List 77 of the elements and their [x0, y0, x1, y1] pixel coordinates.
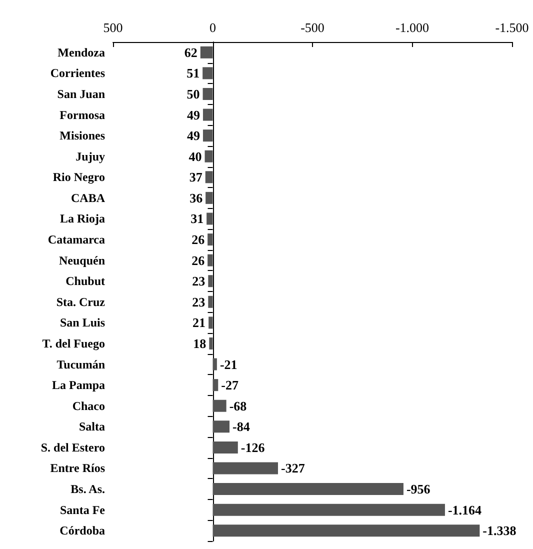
bar	[208, 316, 213, 329]
bar	[212, 400, 226, 412]
y-tick-label: S. del Estero	[40, 440, 105, 454]
y-tick-label: Tucumán	[56, 357, 106, 372]
bar	[208, 296, 213, 308]
data-label: -84	[232, 419, 250, 434]
y-tick-label: Catamarca	[48, 232, 105, 247]
y-tick-label: La Rioja	[60, 212, 105, 226]
data-label: 49	[186, 107, 200, 122]
data-label: -1.164	[448, 502, 482, 518]
y-tick-label: Mendoza	[58, 45, 105, 60]
bar	[212, 420, 230, 433]
bar	[212, 462, 278, 474]
y-tick-label: Corrientes	[50, 66, 106, 80]
data-label: -27	[221, 378, 239, 393]
y-tick-label: Neuquén	[58, 253, 106, 268]
data-label: -956	[406, 482, 431, 497]
x-tick-label: -1.000	[395, 20, 430, 35]
data-label: 21	[192, 315, 206, 330]
bar	[212, 358, 217, 370]
data-label: 31	[190, 211, 204, 226]
bar	[208, 275, 213, 288]
y-tick-label: Bs. As.	[70, 482, 105, 496]
data-label: -68	[229, 398, 248, 414]
y-tick-label: Formosa	[60, 108, 105, 122]
y-tick-label: La Pampa	[52, 378, 105, 392]
bar	[212, 483, 404, 496]
data-label: -327	[280, 460, 306, 476]
bar	[208, 234, 213, 246]
data-label: 36	[190, 190, 204, 206]
bar	[212, 441, 238, 454]
bar	[202, 88, 213, 100]
bar	[202, 108, 213, 121]
data-label: 50	[186, 86, 200, 102]
bar	[202, 130, 213, 142]
bar	[206, 212, 213, 225]
data-label: -21	[220, 356, 238, 372]
x-tick-label: -500	[300, 20, 324, 35]
data-label: 40	[188, 148, 202, 164]
bar	[212, 524, 480, 537]
data-label: 62	[184, 44, 198, 60]
bar	[202, 67, 213, 80]
y-tick-label: Rio Negro	[52, 170, 105, 184]
y-tick-label: San Luis	[60, 316, 106, 330]
data-label: 23	[192, 294, 206, 310]
x-tick-label: -1.500	[495, 20, 529, 35]
x-tick-label: 500	[103, 20, 123, 35]
bar	[206, 192, 213, 204]
y-tick-label: Entre Ríos	[50, 461, 106, 476]
data-label: 49	[186, 128, 200, 144]
y-tick-label: San Juan	[57, 86, 106, 101]
y-tick-label: Chaco	[72, 398, 105, 413]
data-label: 26	[192, 252, 206, 268]
bar	[208, 254, 213, 266]
data-label: 26	[192, 232, 206, 248]
y-tick-label: Misiones	[60, 128, 106, 143]
bar	[209, 337, 213, 350]
x-tick-label: 0	[210, 20, 216, 35]
bar	[212, 504, 445, 516]
y-tick-label: Santa Fe	[60, 502, 106, 517]
y-tick-label: CABA	[70, 190, 106, 205]
bar	[204, 150, 213, 162]
data-label: -126	[240, 440, 266, 455]
bar	[205, 171, 213, 184]
bar	[200, 46, 213, 58]
data-label: 23	[192, 274, 206, 289]
bar	[212, 379, 218, 392]
data-label: 18	[193, 336, 207, 351]
y-tick-label: Chubut	[66, 274, 105, 288]
y-tick-label: T. del Fuego	[42, 336, 105, 350]
data-label: 51	[186, 66, 200, 81]
y-tick-label: Jujuy	[76, 149, 105, 164]
y-tick-label: Salta	[78, 420, 105, 434]
data-label: 37	[189, 170, 203, 185]
data-label: -1.338	[482, 523, 517, 538]
y-tick-label: Sta. Cruz	[56, 294, 106, 309]
y-tick-label: Córdoba	[60, 524, 105, 538]
